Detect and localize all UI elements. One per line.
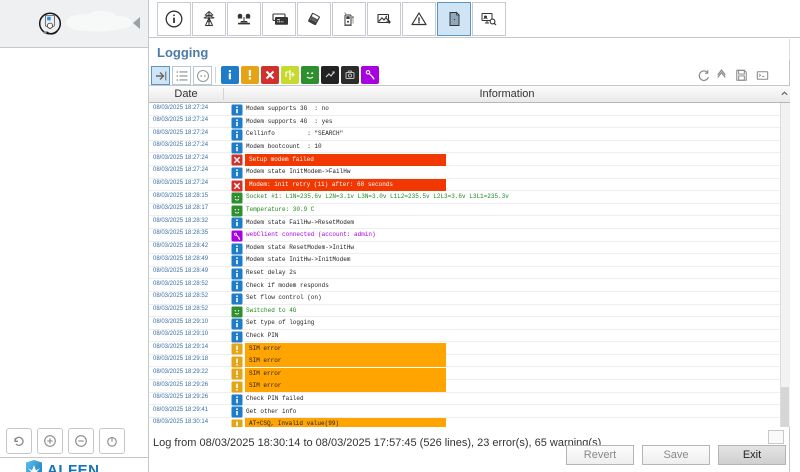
svg-text:ALFEN: ALFEN: [47, 462, 100, 472]
